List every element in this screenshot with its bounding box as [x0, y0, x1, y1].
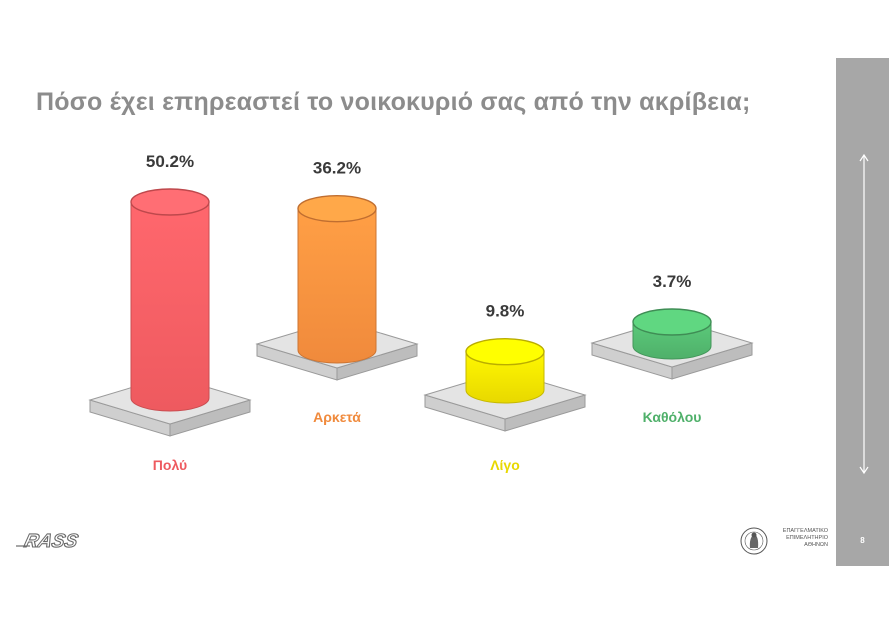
category-label: Πολύ: [153, 457, 187, 473]
bar-cylinder-body: [297, 208, 377, 364]
category-label: Καθόλου: [643, 409, 702, 425]
bar-1: 50.2% Πολύ: [88, 152, 252, 473]
double-arrow-icon: [859, 153, 869, 475]
category-label: Λίγο: [490, 457, 520, 473]
page-number: 8: [860, 536, 865, 545]
rass-logo: RASS: [14, 528, 114, 557]
chamber-line-1: ΕΠΑΓΓΕΛΜΑΤΙΚΟ: [782, 528, 828, 534]
data-label: 36.2%: [313, 159, 361, 178]
chamber-name: ΕΠΑΓΓΕΛΜΑΤΙΚΟ ΕΠΙΜΕΛΗΤΗΡΙΟ ΑΘΗΝΩΝ: [770, 528, 828, 549]
page-title: Πόσο έχει επηρεαστεί το νοικοκυριό σας α…: [36, 88, 751, 116]
chamber-line-2: ΕΠΙΜΕΛΗΤΗΡΙΟ: [786, 535, 828, 541]
bar-4: 3.7% Καθόλου: [590, 272, 754, 425]
bar-cylinder-body: [130, 201, 210, 412]
bar-cylinder-body: [465, 351, 545, 404]
data-label: 3.7%: [653, 272, 692, 291]
bar-cylinder-top: [632, 308, 712, 336]
bar-cylinder-top: [297, 194, 377, 223]
bar-2: 36.2% Αρκετά: [255, 159, 419, 425]
data-label: 50.2%: [146, 152, 194, 171]
chamber-logo: ΕΠΑΓΓΕΛΜΑΤΙΚΟ ΕΠΙΜΕΛΗΤΗΡΙΟ ΑΘΗΝΩΝ: [740, 522, 830, 562]
bar-chart: 50.2% Πολύ 36.2% Αρκετά 9.8% Λίγο 3.7% Καθόλου: [88, 152, 754, 473]
bar-cylinder-top: [465, 338, 545, 366]
rass-logo-icon: RASS: [16, 531, 81, 552]
data-label: 9.8%: [486, 302, 525, 321]
right-sidebar: 8: [836, 58, 889, 566]
bar-3: 9.8% Λίγο: [423, 302, 587, 473]
chamber-line-3: ΑΘΗΝΩΝ: [804, 542, 828, 548]
bar-cylinder-top: [130, 188, 210, 216]
rass-logo-text: RASS: [22, 531, 80, 552]
category-label: Αρκετά: [313, 409, 361, 425]
chamber-seal-icon: [740, 527, 768, 555]
